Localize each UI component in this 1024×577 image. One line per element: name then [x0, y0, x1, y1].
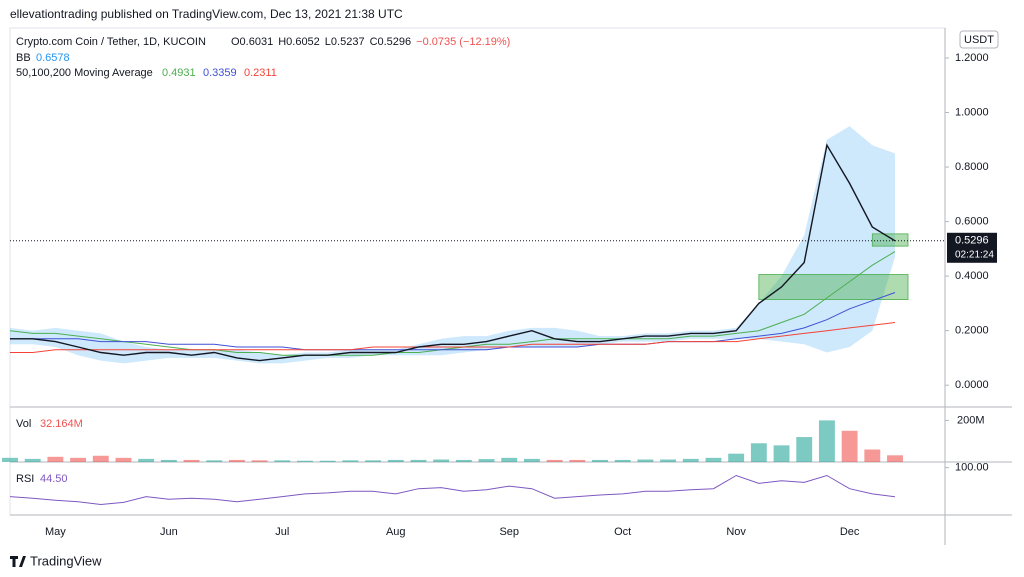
volume-bar: [206, 460, 223, 462]
volume-bar: [92, 455, 109, 462]
support-zone: [871, 233, 909, 247]
y-tick-label: 0.6000: [955, 215, 989, 227]
volume-bar: [728, 453, 745, 462]
ma-value: 0.3359: [203, 67, 237, 79]
volume-bar: [342, 460, 359, 462]
vol-label: Vol: [16, 418, 31, 430]
volume-bar: [705, 457, 722, 462]
y-tick-label: 0.8000: [955, 161, 989, 173]
vol-value: 32.164M: [40, 418, 83, 430]
x-tick-label: Jul: [275, 526, 289, 538]
volume-bar: [115, 457, 132, 462]
volume-bar: [410, 459, 427, 462]
y-tick-label: 0.2000: [955, 325, 989, 337]
volume-bar: [523, 458, 540, 462]
vol-tick-label: 200M: [957, 414, 985, 426]
ohlc-item: L0.5237: [325, 36, 365, 48]
currency: USDT: [964, 34, 994, 46]
y-tick-label: 0.4000: [955, 270, 989, 282]
ohlc: O0.6031 H0.6052 L0.5237 C0.5296 −0.0735 (−12…: [231, 36, 510, 48]
volume-bar: [228, 459, 245, 462]
volume-bar: [160, 459, 177, 462]
currency-box[interactable]: [959, 30, 999, 49]
bollinger-band: [10, 126, 895, 364]
volume-bar: [251, 460, 268, 462]
volume-bar: [387, 459, 404, 462]
volume-bar: [365, 460, 382, 462]
y-tick-label: 1.0000: [955, 106, 989, 118]
volume-bar: [138, 458, 155, 462]
volume-bar: [319, 460, 336, 462]
ohlc-item: H0.6052: [278, 36, 320, 48]
x-tick-label: Sep: [499, 526, 519, 538]
rsi-value: 44.50: [40, 473, 68, 485]
brand: TradingView: [30, 553, 102, 568]
rsi-line: [9, 474, 896, 506]
rsi-label: RSI: [16, 473, 34, 485]
volume-bar: [478, 459, 495, 462]
x-tick-label: May: [45, 526, 66, 538]
published-line: ellevationtrading published on TradingVi…: [10, 7, 403, 21]
y-tick-label: 0.0000: [955, 379, 989, 391]
x-tick-label: Oct: [614, 526, 631, 538]
volume-bar: [70, 457, 87, 462]
moving-average: [10, 322, 896, 353]
volume-bar: [841, 430, 858, 462]
x-tick-label: Nov: [726, 526, 746, 538]
bb-label: BB: [16, 52, 31, 64]
volume-bar: [433, 459, 450, 462]
ohlc-item: C0.5296: [370, 36, 412, 48]
volume-bar: [24, 458, 41, 462]
volume-bar: [750, 443, 767, 462]
moving-average: [9, 251, 896, 356]
volume-bar: [682, 458, 699, 462]
symbol: Crypto.com Coin / Tether, 1D, KUCOIN: [16, 36, 206, 48]
volume-bar: [864, 449, 881, 462]
volume-bar: [183, 459, 200, 462]
volume-bar: [297, 460, 313, 462]
ohlc-item: O0.6031: [231, 36, 273, 48]
volume-bar: [637, 459, 654, 462]
ma-label: 50,100,200 Moving Average: [16, 67, 153, 79]
volume-bar: [818, 420, 835, 462]
last-price-box: [947, 232, 997, 263]
ma-value: 0.2311: [244, 67, 277, 79]
volume-bar: [614, 459, 631, 462]
volume-bar: [47, 456, 64, 462]
brand-logo: [10, 556, 26, 567]
ohlc-item: −0.0735 (−12.19%): [416, 36, 510, 48]
x-tick-label: Jun: [160, 526, 178, 538]
volume-bar: [796, 437, 813, 462]
volume-bar: [887, 455, 903, 462]
last-price: 0.5296: [955, 235, 989, 247]
rsi-tick-label: 100.00: [955, 462, 989, 474]
bb-value: 0.6578: [36, 52, 70, 64]
volume-bar: [501, 457, 518, 462]
countdown: 02:21:24: [955, 249, 994, 260]
volume-bar: [592, 459, 608, 462]
y-tick-label: 1.2000: [955, 52, 989, 64]
volume-bar: [546, 459, 563, 462]
support-zone: [758, 274, 909, 300]
volume-bar: [773, 445, 790, 462]
volume-bar: [274, 460, 291, 462]
volume-bar: [2, 457, 18, 462]
volume-bar: [455, 459, 472, 462]
moving-average: [10, 292, 896, 351]
volume-bar: [569, 459, 586, 462]
volume-bar: [660, 459, 677, 462]
x-tick-label: Aug: [386, 526, 406, 538]
x-tick-label: Dec: [840, 526, 860, 538]
ma-value: 0.4931: [162, 67, 196, 79]
price-line: [10, 143, 896, 362]
